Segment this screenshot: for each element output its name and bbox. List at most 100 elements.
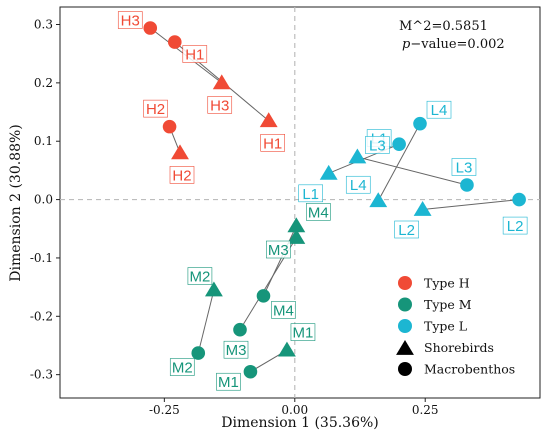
legend-circle-icon: [398, 276, 412, 290]
x-axis-title: Dimension 1 (35.36%): [221, 415, 379, 431]
macrobenthos-label-m2: M2: [172, 360, 193, 377]
link-l2: [422, 199, 520, 211]
legend-label: Type M: [424, 297, 472, 312]
macrobenthos-point-l1: [392, 137, 406, 151]
macrobenthos-label-m4: M4: [273, 302, 294, 319]
pvalue-rest: −value=0.002: [410, 37, 504, 52]
y-tick-label: -0.1: [30, 251, 53, 265]
legend-label: Type H: [424, 276, 470, 291]
macrobenthos-label-m2-box: [169, 358, 195, 376]
macrobenthos-label-m3-box: [223, 340, 249, 359]
shorebirds-point-m2: [204, 281, 223, 297]
y-tick-label: -0.3: [30, 368, 53, 382]
macrobenthos-label-l3-box: [451, 158, 477, 176]
macrobenthos-label-m1-box: [216, 372, 241, 391]
link-m4: [263, 225, 297, 297]
legend-label: Shorebirds: [424, 340, 494, 355]
macrobenthos-point-m4: [256, 289, 271, 303]
macrobenthos-label-h2: H2: [146, 101, 165, 118]
macrobenthos-label-l3: L3: [456, 159, 473, 176]
macrobenthos-label-m1: M1: [218, 374, 239, 391]
shorebirds-point-l2: [413, 201, 432, 216]
link-l4: [377, 123, 421, 201]
shorebirds-point-h2: [171, 144, 189, 160]
x-tick-label: 0.25: [412, 403, 439, 417]
shorebirds-label-l1: L1: [302, 186, 319, 203]
link-l3: [357, 156, 468, 186]
m2-annotation: M^2=0.5851: [399, 19, 488, 34]
shorebirds-label-m4-box: [306, 203, 331, 221]
axis-ticks: -0.25 0.00 0.25 -0.3 -0.2 -0.1 0.0 0.1 0.2 0.3: [30, 18, 439, 417]
legend-triangle-icon: [396, 340, 414, 355]
shorebirds-label-l3: L3: [369, 137, 386, 154]
shorebirds-label-m4: M4: [308, 204, 329, 221]
shorebirds-label-h3: H3: [210, 97, 229, 114]
shorebirds-label-h2: H2: [172, 167, 191, 184]
shorebirds-label-l4: L4: [350, 177, 367, 194]
shorebirds-label-h1-box: [260, 133, 285, 152]
pvalue-italic: p: [402, 37, 411, 52]
y-tick-label: 0.2: [34, 76, 53, 90]
shorebirds-point-m3: [287, 229, 306, 244]
point-labels: H1H2H3M1M2M3M4L1L2L3L4H1H2H3M1M2M3M4L1L2…: [117, 11, 528, 391]
shorebirds-label-l1-box: [298, 184, 323, 203]
data-marks: [143, 21, 526, 379]
y-tick-label: 0.3: [34, 18, 53, 32]
legend-circle-icon: [398, 297, 412, 312]
shorebirds-label-l2-box: [394, 220, 419, 239]
macrobenthos-label-h3: H3: [121, 13, 140, 30]
y-tick-label: -0.2: [30, 309, 53, 323]
macrobenthos-label-l2: L2: [507, 218, 524, 235]
macrobenthos-point-m3: [233, 322, 247, 337]
pvalue-annotation: p−value=0.002: [402, 37, 505, 52]
macrobenthos-point-h1: [167, 35, 182, 49]
shorebirds-point-h3: [212, 74, 231, 90]
macrobenthos-label-l4-box: [426, 100, 452, 119]
y-axis-title: Dimension 2 (30.88%): [8, 124, 24, 282]
x-tick-label: -0.25: [149, 403, 180, 417]
shorebirds-label-m3-box: [266, 240, 291, 259]
shorebirds-label-l3-box: [365, 136, 390, 154]
macrobenthos-label-m3: M3: [226, 342, 247, 359]
x-tick-label: 0.00: [281, 403, 308, 417]
legend: Type H Type M Type L Shorebirds Macrobenthos: [396, 276, 515, 377]
macrobenthos-point-m2: [191, 346, 206, 360]
shorebirds-point-l1: [319, 164, 338, 180]
macrobenthos-label-h1: H1: [185, 47, 204, 64]
shorebirds-label-m2-box: [187, 267, 213, 285]
plot-frame: [59, 6, 541, 399]
y-tick-label: 0.1: [34, 134, 53, 148]
shorebirds-label-l4-box: [345, 175, 371, 194]
shorebirds-point-l4: [369, 192, 388, 208]
macrobenthos-point-l3: [460, 178, 474, 192]
macrobenthos-label-h3-box: [117, 11, 143, 29]
macrobenthos-point-h2: [162, 119, 177, 134]
macrobenthos-label-l2-box: [502, 216, 528, 235]
shorebirds-label-m3: M3: [268, 242, 289, 259]
shorebirds-point-m1: [278, 341, 296, 357]
shorebirds-label-m2: M2: [189, 269, 210, 286]
link-m2: [197, 289, 215, 354]
macrobenthos-label-h2-box: [143, 99, 168, 118]
legend-label: Type L: [424, 319, 467, 334]
macrobenthos-point-l2: [512, 192, 526, 207]
shorebirds-point-h1: [259, 112, 278, 128]
macrobenthos-label-m4-box: [271, 301, 296, 319]
shorebirds-label-m1: M1: [293, 325, 314, 342]
shorebirds-point-m4: [287, 217, 306, 233]
shorebirds-label-h2-box: [169, 166, 195, 184]
shorebirds-label-h3-box: [207, 96, 233, 114]
legend-circle-icon: [398, 362, 412, 376]
macrobenthos-label-l4: L4: [431, 102, 448, 119]
shorebirds-label-h1: H1: [263, 135, 282, 152]
macrobenthos-point-h3: [143, 21, 158, 35]
shorebirds-label-m1-box: [290, 323, 316, 341]
macrobenthos-point-m1: [243, 364, 258, 379]
shorebirds-label-l2: L2: [398, 222, 415, 239]
macrobenthos-point-l4: [413, 116, 427, 131]
y-tick-label: 0.0: [34, 193, 53, 207]
macrobenthos-label-h1-box: [182, 45, 208, 63]
legend-circle-icon: [398, 319, 412, 333]
shorebirds-point-l3: [348, 148, 367, 164]
